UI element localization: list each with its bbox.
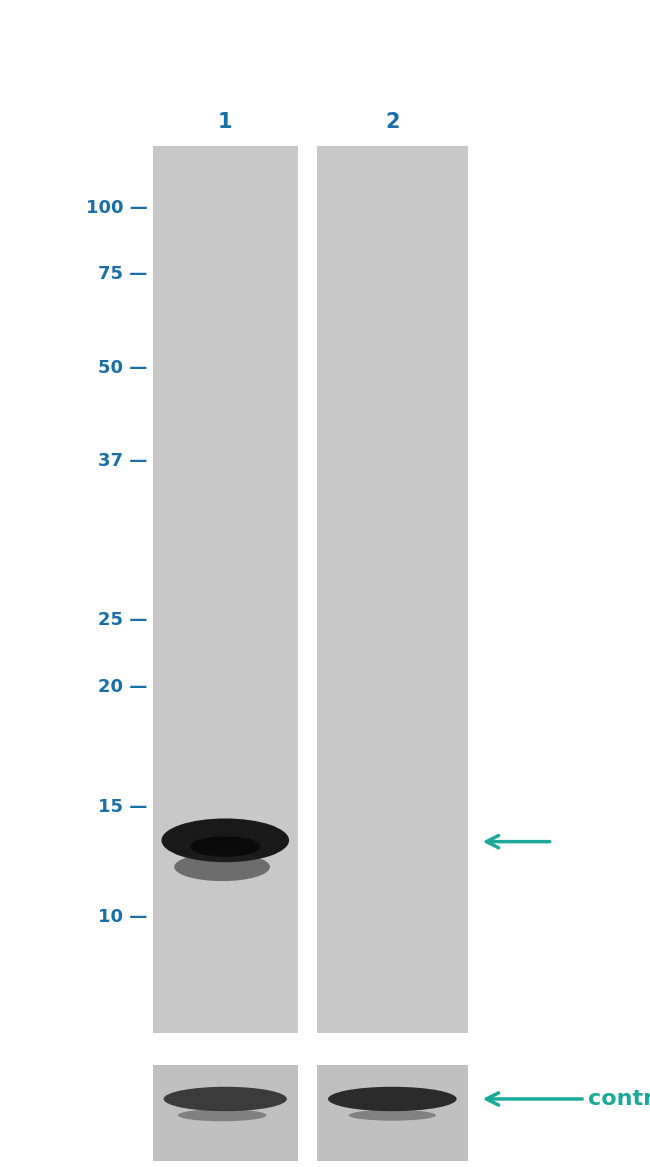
Text: 1: 1 (218, 112, 233, 132)
Text: 10 —: 10 — (98, 908, 148, 927)
Ellipse shape (164, 1086, 287, 1111)
Ellipse shape (161, 818, 289, 862)
Text: 20 —: 20 — (98, 678, 148, 696)
Ellipse shape (328, 1086, 457, 1111)
Text: 15 —: 15 — (98, 797, 148, 816)
Ellipse shape (190, 837, 261, 857)
Text: 2: 2 (385, 112, 400, 132)
Text: 100 —: 100 — (86, 198, 148, 217)
Ellipse shape (174, 853, 270, 881)
Bar (153, 146, 298, 1033)
Text: 50 —: 50 — (98, 358, 148, 377)
Text: 25 —: 25 — (98, 612, 148, 629)
Bar (317, 1065, 468, 1161)
Text: 75 —: 75 — (98, 265, 148, 284)
Bar (153, 1065, 298, 1161)
Text: control: control (588, 1089, 650, 1109)
Ellipse shape (177, 1109, 266, 1121)
Ellipse shape (348, 1110, 436, 1120)
Bar (317, 146, 468, 1033)
Text: 37 —: 37 — (98, 452, 148, 470)
